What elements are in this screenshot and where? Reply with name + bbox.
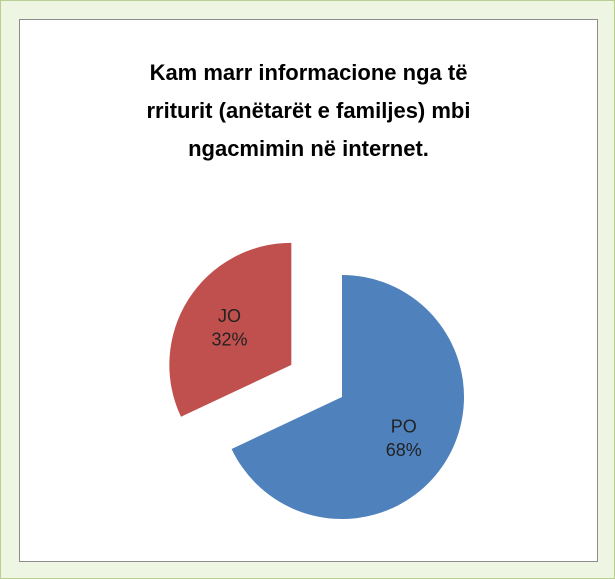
title-box: Kam marr informacione nga të rriturit (a… xyxy=(20,54,597,168)
slice-label: JO 32% xyxy=(212,306,248,349)
pie-slice xyxy=(169,242,292,417)
chart: PO 68% JO 32% xyxy=(169,242,465,519)
slice-label: PO 68% xyxy=(386,417,422,460)
pie-slice xyxy=(231,275,465,519)
slice-value: 32% xyxy=(212,329,248,349)
slice-value: 68% xyxy=(386,440,422,460)
slice-category: PO xyxy=(391,417,417,437)
chart-title: Kam marr informacione nga të rriturit (a… xyxy=(146,60,471,161)
chart-frame: Kam marr informacione nga të rriturit (a… xyxy=(19,19,598,562)
slice-category: JO xyxy=(218,306,241,326)
